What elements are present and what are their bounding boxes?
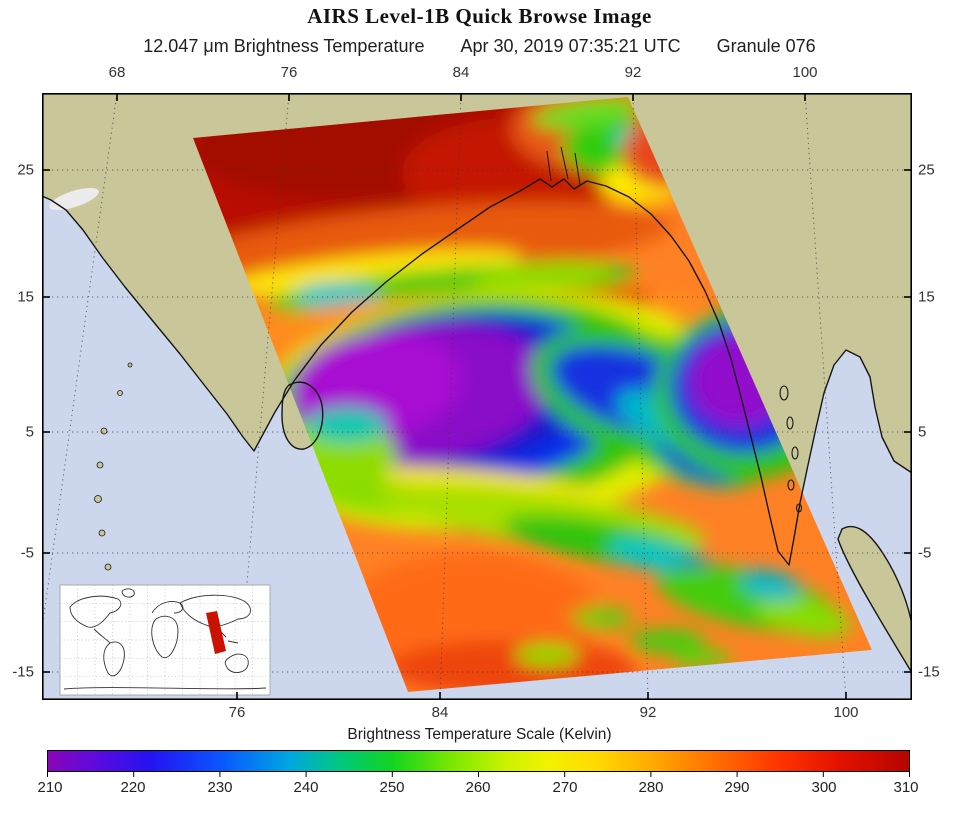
bottom-axis-label: 100 xyxy=(833,704,859,721)
subtitle-row: 12.047 μm Brightness Temperature Apr 30,… xyxy=(0,36,959,57)
colorbar-tick-label: 280 xyxy=(638,779,664,796)
colorbar-tick-label: 240 xyxy=(293,779,319,796)
map-area xyxy=(42,93,913,701)
colorbar-tick-label: 310 xyxy=(893,779,919,796)
colorbar-tick-label: 210 xyxy=(37,779,63,796)
left-axis-label: -15 xyxy=(12,663,34,681)
datetime-label: Apr 30, 2019 07:35:21 UTC xyxy=(460,36,681,56)
left-axis-label: -5 xyxy=(20,544,34,562)
product-label: 12.047 μm Brightness Temperature xyxy=(143,36,425,56)
sri-lanka-outline xyxy=(281,381,324,450)
bottom-axis-label: 92 xyxy=(639,704,657,721)
map-frame xyxy=(42,93,913,701)
colorbar xyxy=(47,750,910,777)
right-axis-label: 5 xyxy=(918,423,927,441)
granule-label: Granule 076 xyxy=(716,36,816,56)
bottom-axis-label: 76 xyxy=(228,704,246,721)
left-axis-label: 15 xyxy=(17,288,34,306)
swath-overlay xyxy=(193,97,872,692)
inset-granule-marker xyxy=(206,611,226,654)
page-title: AIRS Level-1B Quick Browse Image xyxy=(307,4,652,28)
inset-graticule xyxy=(60,585,270,695)
delta-rivers xyxy=(546,146,581,186)
colorbar-tick-label: 270 xyxy=(552,779,578,796)
colorbar-title: Brightness Temperature Scale (Kelvin) xyxy=(347,726,612,743)
left-axis-label: 5 xyxy=(25,423,34,441)
bottom-axis-label: 84 xyxy=(431,704,449,721)
world-inset-map xyxy=(59,584,271,696)
top-axis-label: 68 xyxy=(108,64,126,81)
colorbar-tick-label: 260 xyxy=(465,779,491,796)
colorbar-tick-label: 290 xyxy=(724,779,750,796)
map-canvas xyxy=(42,93,913,701)
colorbar-tick-label: 220 xyxy=(120,779,146,796)
right-axis-label: 15 xyxy=(918,288,935,306)
colorbar-gradient xyxy=(47,750,910,772)
colorbar-tick-label: 250 xyxy=(379,779,405,796)
right-axis-label: -15 xyxy=(918,663,940,681)
colorbar-tick-label: 230 xyxy=(207,779,233,796)
coastline-overlay xyxy=(42,146,912,674)
top-axis-label: 84 xyxy=(452,64,470,81)
top-axis-label: 76 xyxy=(280,64,298,81)
right-axis-label: -5 xyxy=(918,544,932,562)
top-axis-label: 92 xyxy=(624,64,642,81)
colorbar-tick-marks xyxy=(47,772,910,777)
colorbar-tick-label: 300 xyxy=(811,779,837,796)
inset-continents xyxy=(63,588,267,690)
right-axis-label: 25 xyxy=(918,161,935,179)
andaman-islands-outline xyxy=(779,385,803,513)
top-axis-label: 100 xyxy=(792,64,818,81)
left-axis-label: 25 xyxy=(17,161,34,179)
